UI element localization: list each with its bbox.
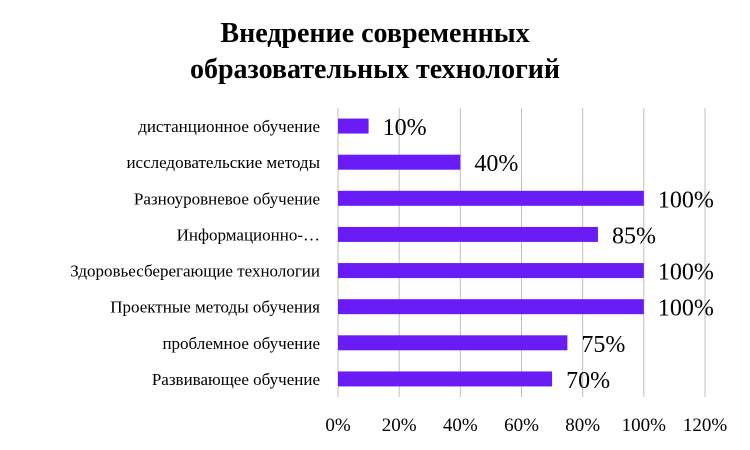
- x-tick-label: 80%: [565, 415, 600, 436]
- data-labels: 10%40%100%85%100%100%75%70%: [383, 115, 714, 394]
- data-label: 40%: [474, 151, 518, 177]
- bar: [338, 371, 553, 387]
- bars: [338, 118, 644, 387]
- data-label: 100%: [658, 187, 714, 213]
- x-tick-label: 40%: [443, 415, 478, 436]
- category-label: Информационно-…: [177, 225, 320, 244]
- x-tick-label: 100%: [622, 415, 667, 436]
- category-label: Разноуровневое обучение: [134, 189, 320, 208]
- category-label: Развивающее обучение: [152, 370, 320, 389]
- x-tick-label: 60%: [504, 415, 539, 436]
- bar: [338, 118, 369, 134]
- gridlines: [337, 108, 706, 397]
- data-label: 70%: [566, 368, 610, 394]
- data-label: 100%: [658, 260, 714, 286]
- x-tick-label: 0%: [325, 415, 351, 436]
- x-tick-label: 20%: [382, 415, 417, 436]
- bar: [338, 154, 461, 170]
- x-axis-ticks: 0% 20% 40% 60% 80% 100% 120%: [325, 415, 727, 436]
- data-label: 10%: [383, 115, 427, 141]
- category-label: исследовательские методы: [126, 153, 320, 172]
- data-label: 85%: [612, 223, 656, 249]
- chart-title-line-2: образовательных технологий: [189, 54, 561, 85]
- category-label: Здоровьесберегающие технологии: [70, 262, 320, 281]
- category-labels: дистанционное обучение исследовательские …: [70, 117, 320, 389]
- data-label: 75%: [581, 332, 625, 358]
- category-label: Проектные методы обучения: [110, 298, 320, 317]
- bar: [338, 335, 568, 351]
- bar: [338, 299, 644, 315]
- category-label: дистанционное обучение: [138, 117, 320, 136]
- x-tick-label: 120%: [683, 415, 728, 436]
- bar: [338, 226, 598, 242]
- bar: [338, 190, 644, 206]
- bar: [338, 263, 644, 279]
- category-label: проблемное обучение: [162, 334, 320, 353]
- data-label: 100%: [658, 296, 714, 322]
- chart-title-line-1: Внедрение современных: [220, 18, 530, 49]
